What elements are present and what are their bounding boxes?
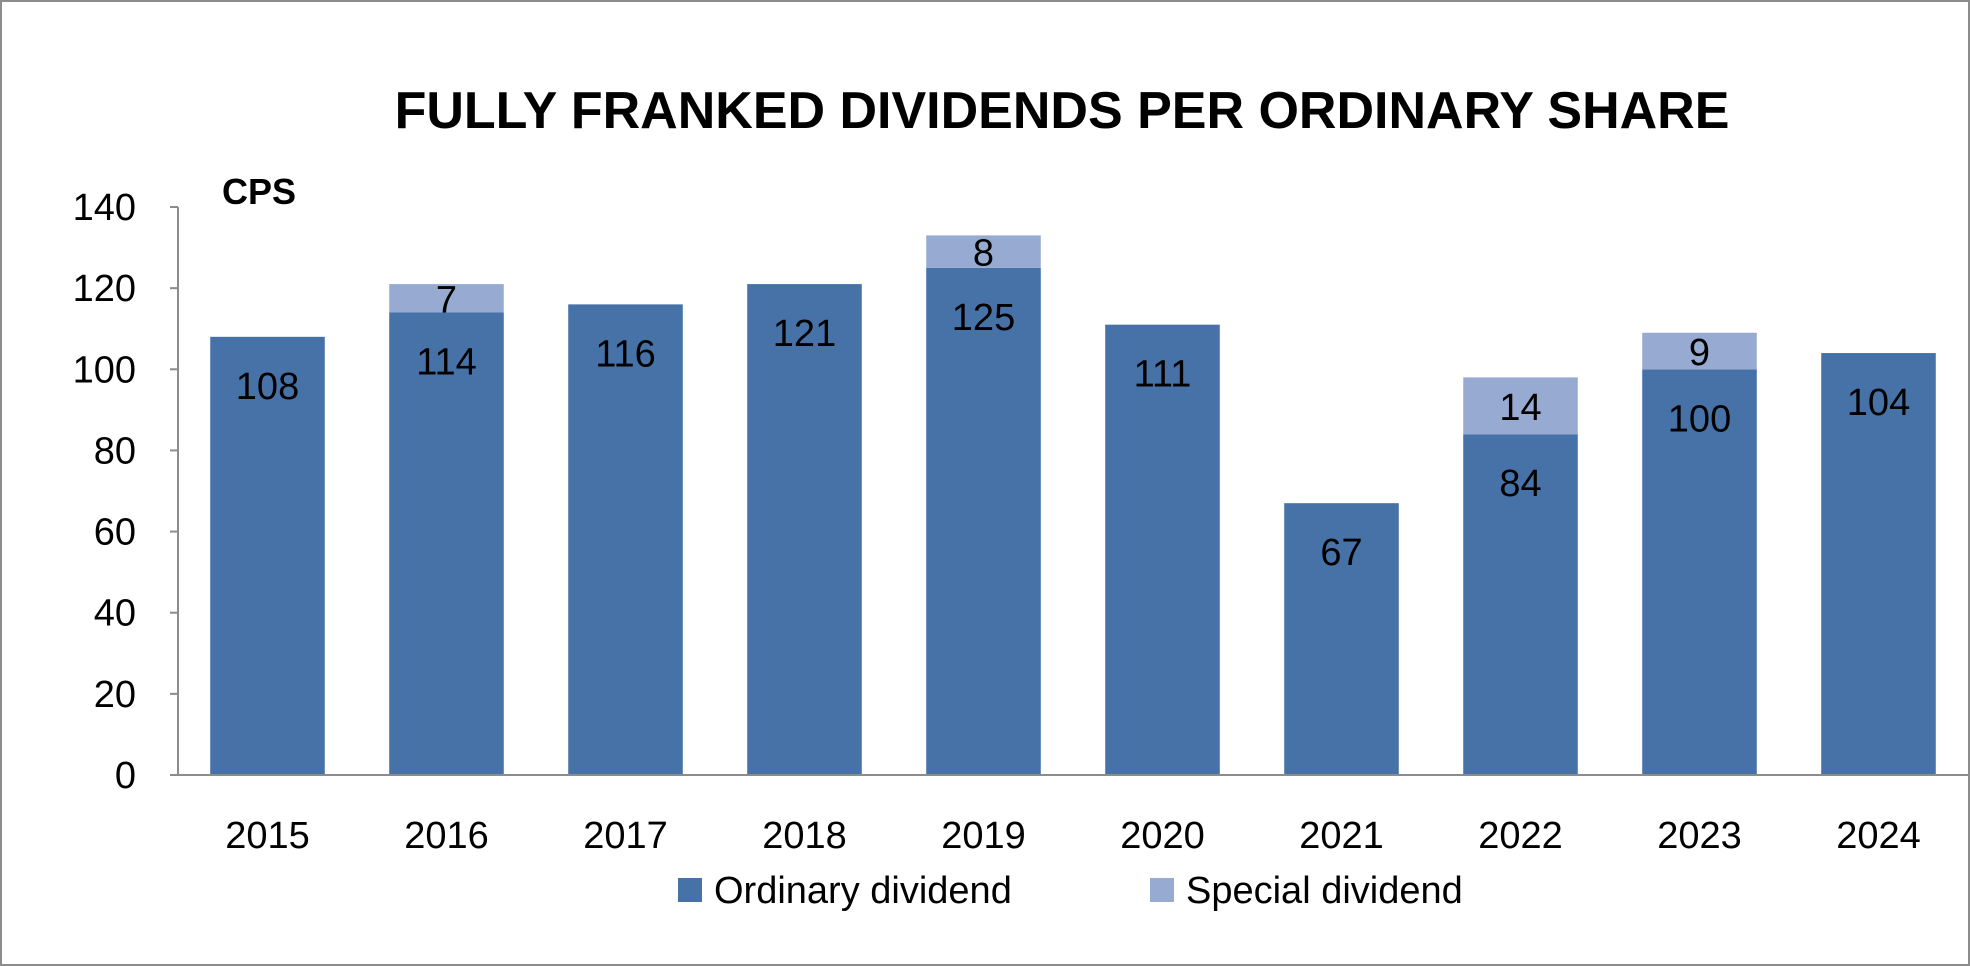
y-tick-label-140: 140 [73, 187, 136, 229]
bar-ordinary-2024 [1821, 353, 1936, 775]
data-label-ordinary-2018: 121 [773, 313, 836, 355]
bars-layer [210, 235, 1936, 775]
x-tick-label-2019: 2019 [941, 815, 1026, 857]
x-tick-label-2021: 2021 [1299, 815, 1384, 857]
chart-title: FULLY FRANKED DIVIDENDS PER ORDINARY SHA… [395, 82, 1730, 140]
y-axis-unit-label: CPS [222, 171, 296, 212]
y-tick-label-80: 80 [94, 430, 136, 472]
legend-swatch-special [1150, 878, 1174, 902]
x-tick-label-2016: 2016 [404, 815, 489, 857]
bar-ordinary-2023 [1642, 369, 1757, 775]
data-label-special-2019: 8 [973, 233, 994, 275]
data-label-ordinary-2022: 84 [1499, 463, 1541, 505]
x-tick-label-2018: 2018 [762, 815, 847, 857]
data-label-ordinary-2023: 100 [1668, 398, 1731, 440]
data-label-special-2016: 7 [436, 279, 457, 321]
bar-ordinary-2018 [747, 284, 862, 775]
data-label-ordinary-2019: 125 [952, 297, 1015, 339]
y-tick-label-120: 120 [73, 268, 136, 310]
bar-special-2016 [389, 284, 504, 313]
y-tick-label-0: 0 [115, 755, 136, 797]
x-tick-label-2023: 2023 [1657, 815, 1742, 857]
y-tick-label-40: 40 [94, 593, 136, 635]
legend: Ordinary dividend Special dividend [678, 870, 1463, 912]
data-label-ordinary-2021: 67 [1320, 532, 1362, 574]
bar-special-2022 [1463, 377, 1578, 435]
data-label-special-2023: 9 [1689, 332, 1710, 374]
bar-ordinary-2016 [389, 312, 504, 775]
data-label-ordinary-2017: 116 [595, 333, 656, 375]
data-label-ordinary-2015: 108 [236, 366, 299, 408]
bar-ordinary-2020 [1105, 324, 1220, 775]
data-label-special-2022: 14 [1499, 387, 1541, 429]
data-label-ordinary-2020: 111 [1134, 354, 1192, 396]
legend-label-special: Special dividend [1186, 870, 1463, 912]
x-tick-label-2024: 2024 [1836, 815, 1921, 857]
legend-label-ordinary: Ordinary dividend [714, 870, 1012, 912]
bar-special-2019 [926, 235, 1041, 268]
data-label-ordinary-2016: 114 [416, 341, 477, 383]
x-tick-label-2017: 2017 [583, 815, 668, 857]
y-tick-label-20: 20 [94, 674, 136, 716]
bar-ordinary-2017 [568, 304, 683, 775]
data-labels-layer: 108 114 7 116 121 125 8 111 67 84 14 100 9 104 [236, 233, 1910, 575]
x-tick-label-2020: 2020 [1120, 815, 1205, 857]
legend-swatch-ordinary [678, 878, 702, 902]
x-tick-label-2022: 2022 [1478, 815, 1563, 857]
y-tick-label-60: 60 [94, 512, 136, 554]
y-tick-label-100: 100 [73, 349, 136, 391]
x-tick-label-2015: 2015 [225, 815, 310, 857]
data-label-ordinary-2024: 104 [1847, 382, 1910, 424]
bar-special-2023 [1642, 332, 1757, 370]
bar-ordinary-2015 [210, 336, 325, 775]
axes-layer: 2015 2016 2017 2018 2019 2020 2021 2022 2023 2024… [73, 187, 1968, 857]
bar-ordinary-2019 [926, 267, 1041, 775]
bar-ordinary-2022 [1463, 434, 1578, 775]
bar-ordinary-2021 [1284, 503, 1399, 775]
